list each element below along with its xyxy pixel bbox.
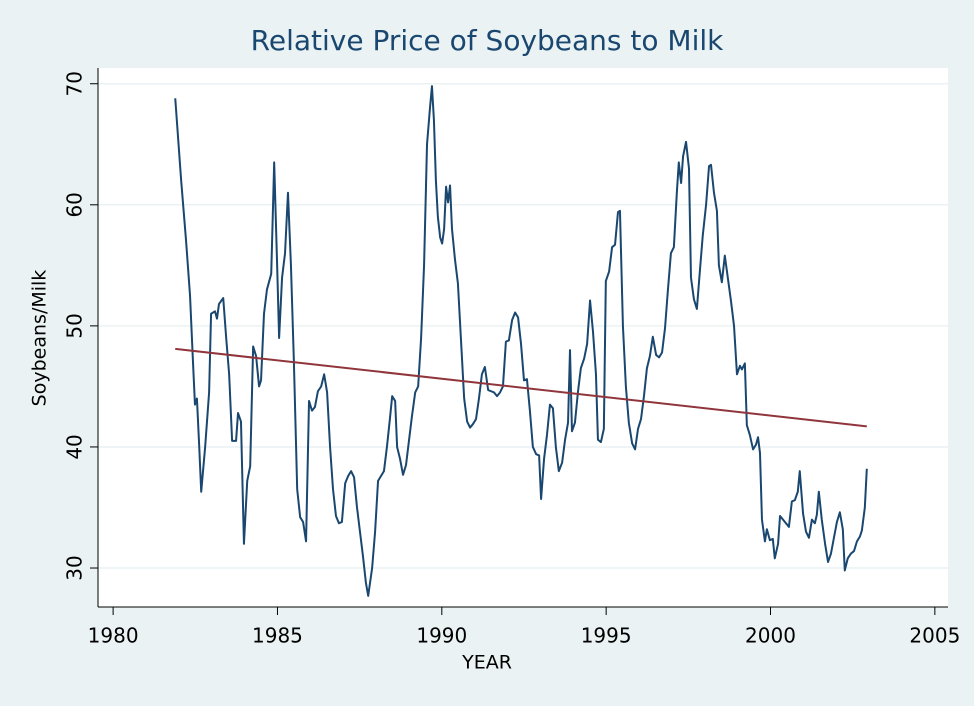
y-tick-label: 70 — [63, 71, 87, 96]
y-axis-title: Soybeans/Milk — [29, 270, 51, 407]
line — [174, 85, 868, 597]
x-tick-label: 2000 — [745, 624, 796, 648]
chart-title: Relative Price of Soybeans to Milk — [251, 24, 725, 57]
x-axis-title: YEAR — [461, 652, 512, 674]
y-tick-label: 30 — [63, 555, 87, 580]
x-tick-label: 1980 — [88, 624, 139, 648]
y-tick-label: 50 — [63, 313, 87, 338]
plot-area — [98, 68, 948, 607]
y-tick-label: 60 — [63, 192, 87, 217]
x-tick-label: 2005 — [909, 624, 960, 648]
x-tick-label: 1995 — [581, 624, 632, 648]
x-tick-label: 1985 — [252, 624, 303, 648]
x-tick-label: 1990 — [416, 624, 467, 648]
y-tick-label: 40 — [63, 434, 87, 459]
line — [175, 347, 867, 428]
